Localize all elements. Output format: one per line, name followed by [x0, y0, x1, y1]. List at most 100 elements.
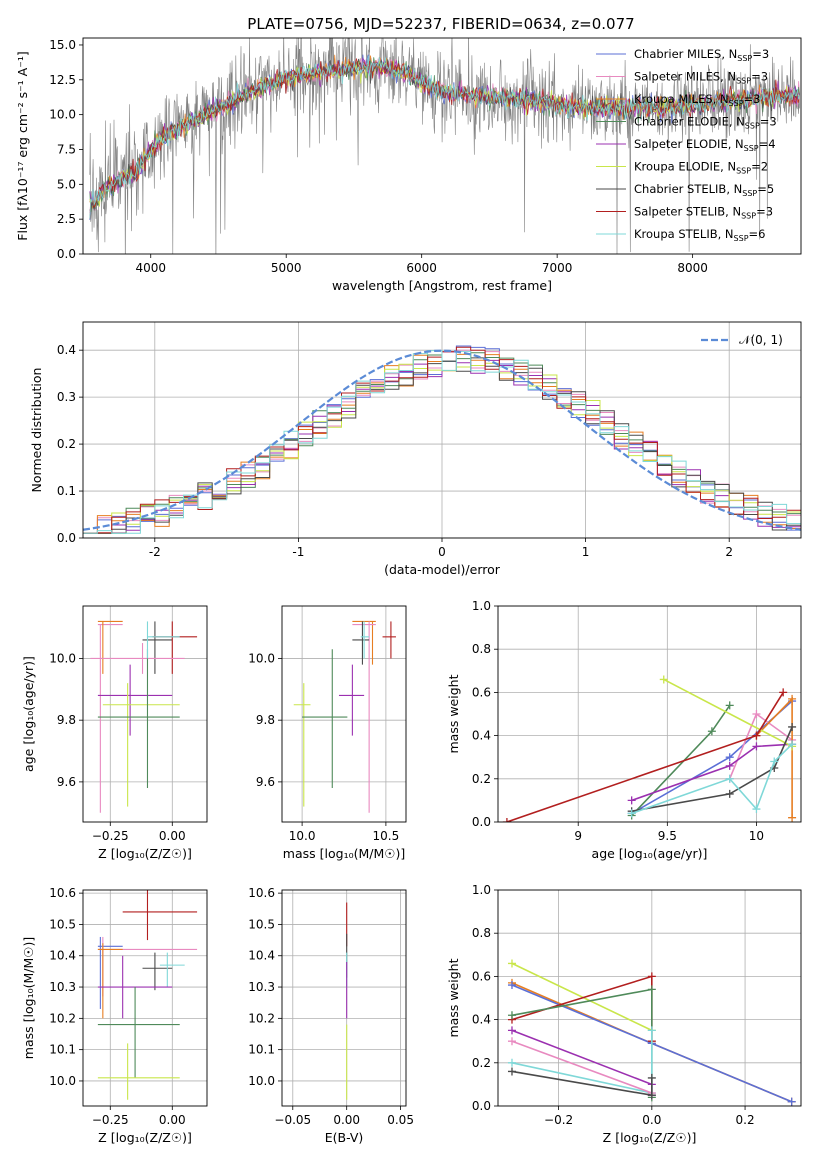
- x-tick-label: 7000: [542, 261, 573, 275]
- weight-marker-2: [507, 981, 516, 990]
- x-tick-label: 2: [725, 545, 733, 559]
- y-tick-label: 9.8: [256, 713, 275, 727]
- normal-curve: [83, 349, 801, 531]
- y-tick-label: 15.0: [49, 38, 76, 52]
- y-tick-label: 0.6: [472, 685, 491, 699]
- weight-marker-8: [752, 805, 761, 814]
- x-tick-label: -2: [149, 545, 161, 559]
- y-tick-label: 0.2: [472, 772, 491, 786]
- y-tick-label: 10.0: [49, 651, 76, 665]
- y-tick-label: 10.4: [49, 949, 76, 963]
- weight-marker-4: [627, 796, 636, 805]
- x-tick-label: 10.0: [289, 829, 316, 843]
- y-tick-label: 10.2: [49, 1011, 76, 1025]
- y-tick-label: 10.4: [248, 949, 275, 963]
- panel-age-vs-mass: 10.0 10.5 9.6 9.8 10.0 mass [log₁₀(M/M☉)]: [248, 605, 407, 861]
- y-tick-label: 10.5: [49, 917, 76, 931]
- weight-marker-2: [788, 694, 797, 703]
- plot-area: [282, 890, 406, 1106]
- panel-mass-vs-Z: −0.25 0.00 10.0 10.1 10.2 10.3 10.4 10.5 10.6 Z […: [21, 886, 208, 1145]
- weight-marker-7: [502, 818, 511, 822]
- legend-entry: Salpeter ELODIE, NSSP=4: [634, 137, 776, 153]
- x-axis-label: E(B-V): [325, 1130, 364, 1145]
- weight-marker-0: [725, 753, 734, 762]
- x-tick-label: 0.00: [159, 829, 186, 843]
- x-axis-label: (data-model)/error: [384, 562, 501, 577]
- plot-area: [282, 606, 406, 822]
- weight-marker-4: [507, 1011, 516, 1020]
- legend-entry: 𝒩(0, 1): [739, 333, 783, 347]
- x-tick-label: 4000: [135, 261, 166, 275]
- weight-marker-1: [752, 710, 761, 718]
- panel-spectrum: 4000 5000 6000 7000 8000 0.0 2.5 5.0 7.5 10.0 12.5…: [15, 37, 802, 293]
- plot-area: [89, 38, 800, 254]
- weight-line-3: [631, 704, 731, 817]
- weight-line-6: [631, 726, 793, 812]
- y-tick-label: 0.8: [472, 642, 491, 656]
- weight-marker-5: [507, 1026, 516, 1035]
- legend-entry: Kroupa MILES, NSSP=3: [634, 92, 760, 108]
- plot-area: [83, 890, 207, 1106]
- weight-marker-2: [787, 1097, 796, 1106]
- x-tick-label: −0.2: [544, 1113, 573, 1127]
- x-tick-label: 0.00: [333, 1113, 360, 1127]
- histogram-8: [83, 350, 801, 534]
- x-tick-label: 9.5: [658, 829, 677, 843]
- y-tick-label: 0.2: [472, 1056, 491, 1070]
- y-tick-label: 0.1: [57, 484, 76, 498]
- y-tick-label: 10.0: [49, 108, 76, 122]
- y-tick-label: 10.6: [248, 886, 275, 900]
- legend-entry: Salpeter MILES, NSSP=3: [634, 70, 768, 86]
- weight-marker-2: [788, 813, 797, 822]
- x-tick-label: 1: [582, 545, 590, 559]
- plot-area: [498, 606, 801, 822]
- weight-marker-6: [725, 789, 734, 798]
- y-tick-label: 5.0: [57, 177, 76, 191]
- weight-line-3: [511, 975, 653, 1042]
- x-tick-label: 0: [438, 545, 446, 559]
- panel-age-vs-Z: −0.25 0.00 9.6 9.8 10.0 Z [log₁₀(Z/Z☉)] age [l…: [21, 605, 208, 861]
- plot-area: [83, 322, 801, 538]
- weight-marker-8: [647, 1091, 656, 1100]
- y-tick-label: 10.5: [248, 917, 275, 931]
- x-axis-label: age [log₁₀(age/yr)]: [592, 846, 708, 861]
- panel-weight-vs-Z: −0.2 0.0 0.2 0.0 0.2 0.4 0.6 0.8 1.0 Z [log₁₀(Z/Z…: [446, 883, 802, 1145]
- y-tick-label: 0.4: [472, 729, 491, 743]
- y-tick-label: 10.0: [248, 651, 275, 665]
- y-tick-label: 0.0: [57, 531, 76, 545]
- weight-marker-8: [770, 757, 779, 766]
- axes-frame: [281, 889, 407, 1107]
- y-axis-label: mass [log₁₀(M/M☉)]: [21, 937, 36, 1059]
- x-axis-label: Z [log₁₀(Z/Z☉)]: [603, 1130, 697, 1145]
- y-tick-label: 1.0: [472, 599, 491, 613]
- x-tick-label: 0.00: [159, 1113, 186, 1127]
- x-tick-label: -1: [292, 545, 304, 559]
- weight-marker-5: [659, 675, 668, 684]
- y-axis-label: mass weight: [446, 674, 461, 753]
- weight-marker-7: [507, 1037, 516, 1046]
- y-tick-label: 7.5: [57, 142, 76, 156]
- legend-entry: Salpeter STELIB, NSSP=3: [634, 205, 773, 221]
- axes-frame: [82, 605, 208, 823]
- y-tick-label: 0.0: [472, 1099, 491, 1113]
- y-tick-label: 1.0: [472, 883, 491, 897]
- y-tick-label: 9.6: [256, 775, 275, 789]
- y-tick-label: 10.0: [248, 1074, 275, 1088]
- x-tick-label: 10: [749, 829, 764, 843]
- x-tick-label: 9: [574, 829, 582, 843]
- weight-marker-7: [779, 688, 788, 697]
- weight-line-4: [631, 743, 793, 802]
- weight-line-5: [663, 678, 793, 748]
- legend-entry: Chabrier STELIB, NSSP=5: [634, 182, 774, 198]
- x-tick-label: −0.25: [92, 829, 129, 843]
- weight-marker-0: [507, 959, 516, 968]
- weight-line-7: [511, 1040, 653, 1094]
- legend-entry: Kroupa STELIB, NSSP=6: [634, 227, 765, 243]
- x-tick-label: 0.0: [642, 1113, 661, 1127]
- y-tick-label: 0.4: [57, 343, 76, 357]
- y-tick-label: 0.0: [57, 247, 76, 261]
- axes-frame: [497, 889, 802, 1107]
- y-axis-label: Normed distribution: [29, 368, 44, 493]
- panel-residuals: -2 -1 0 1 2 0.0 0.1 0.2 0.3 0.4 (data-model)/error…: [29, 321, 802, 577]
- y-tick-label: 10.1: [248, 1043, 275, 1057]
